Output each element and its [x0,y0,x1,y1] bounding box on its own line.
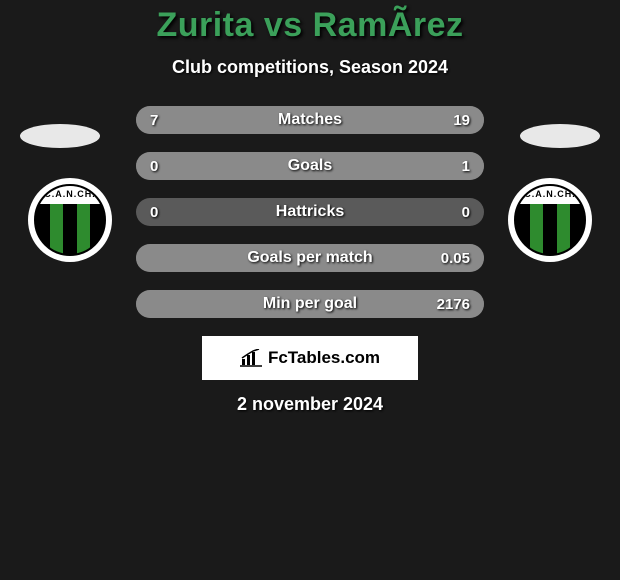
logo-text: FcTables.com [268,348,380,368]
stat-value-right: 19 [453,112,470,129]
stat-row: 7 Matches 19 [136,106,484,134]
subtitle: Club competitions, Season 2024 [0,57,620,78]
fctables-logo: FcTables.com [202,336,418,380]
stat-fill-right [230,106,484,134]
stat-value-right: 2176 [437,296,470,313]
stat-value-right: 1 [462,158,470,175]
stat-value-left: 0 [150,158,158,175]
stats-panel: 7 Matches 19 0 Goals 1 0 Hattricks 0 Goals per ma… [136,106,484,318]
crest-text-right: C.A.N.CH. [516,189,584,199]
date-text: 2 november 2024 [0,394,620,415]
club-crest-right: C.A.N.CH. [508,178,592,262]
stat-value-left: 0 [150,204,158,221]
stat-label: Goals [288,157,332,175]
page-title: Zurita vs RamÃ­rez [0,0,620,45]
stat-row: Min per goal 2176 [136,290,484,318]
stat-row: 0 Goals 1 [136,152,484,180]
stat-value-right: 0 [462,204,470,221]
club-crest-left: C.A.N.CH. [28,178,112,262]
stat-value-left: 7 [150,112,158,129]
player-avatar-right [520,124,600,148]
stat-label: Goals per match [247,249,372,267]
stat-label: Min per goal [263,295,357,313]
stat-row: Goals per match 0.05 [136,244,484,272]
stat-label: Hattricks [276,203,344,221]
bar-chart-icon [240,349,262,367]
stat-label: Matches [278,111,342,129]
crest-text-left: C.A.N.CH. [36,189,104,199]
stat-value-right: 0.05 [441,250,470,267]
stat-row: 0 Hattricks 0 [136,198,484,226]
player-avatar-left [20,124,100,148]
